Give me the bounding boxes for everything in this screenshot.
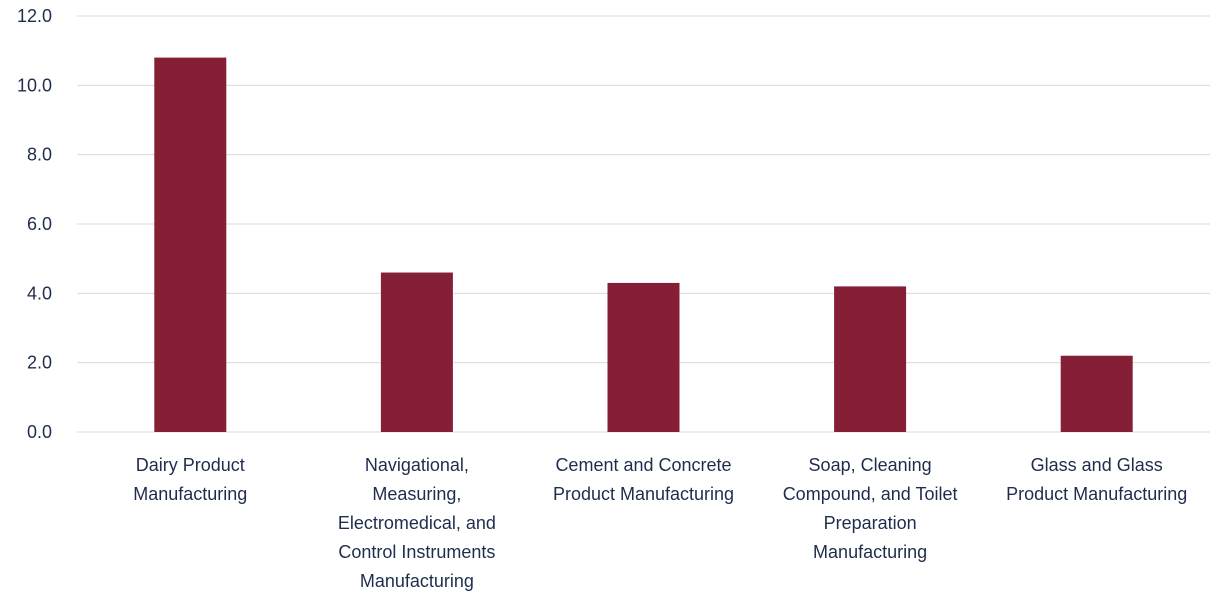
y-tick-label: 12.0: [17, 6, 52, 26]
y-tick-label: 0.0: [27, 422, 52, 442]
x-category-label-line: Preparation: [824, 513, 917, 533]
bar: [380, 272, 453, 432]
x-category-label: Glass and Glass Product Manufacturing: [1006, 455, 1187, 504]
x-category-label-line: Measuring,: [372, 484, 461, 504]
x-category-label-line: Control Instruments: [338, 542, 495, 562]
x-category-label-line: Navigational,: [365, 455, 469, 475]
bar: [154, 57, 227, 432]
y-tick-label: 6.0: [27, 214, 52, 234]
x-category-label-line: Dairy Product: [136, 455, 245, 475]
x-category-label-line: Manufacturing: [813, 542, 927, 562]
y-tick-label: 2.0: [27, 353, 52, 373]
x-category-label-line: Manufacturing: [133, 484, 247, 504]
x-category-label-line: Glass and Glass: [1031, 455, 1163, 475]
y-tick-label: 8.0: [27, 145, 52, 165]
x-category-label-line: Cement and Concrete: [555, 455, 731, 475]
x-category-label-line: Soap, Cleaning: [809, 455, 932, 475]
x-category-label: Cement and Concrete Product Manufacturing: [553, 455, 734, 504]
x-category-label: Soap, Cleaning Compound, and Toilet Prepar…: [783, 455, 958, 562]
x-category-label-line: Product Manufacturing: [1006, 484, 1187, 504]
x-category-label-line: Electromedical, and: [338, 513, 496, 533]
bars: [154, 57, 1133, 432]
x-category-label-line: Compound, and Toilet: [783, 484, 958, 504]
bar: [834, 286, 907, 432]
x-axis-category-labels: Dairy Product Manufacturing Navigational, M…: [133, 455, 1187, 591]
x-category-label: Dairy Product Manufacturing: [133, 455, 247, 504]
y-tick-label: 10.0: [17, 75, 52, 95]
x-category-label-line: Manufacturing: [360, 571, 474, 591]
x-category-label: Navigational, Measuring, Electromedical, a…: [338, 455, 496, 591]
x-category-label-line: Product Manufacturing: [553, 484, 734, 504]
y-tick-label: 4.0: [27, 283, 52, 303]
bar: [607, 282, 680, 432]
y-axis-tick-labels: 0.0 2.0 4.0 6.0 8.0 10.0 12.0: [17, 6, 52, 442]
bar: [1060, 355, 1133, 432]
